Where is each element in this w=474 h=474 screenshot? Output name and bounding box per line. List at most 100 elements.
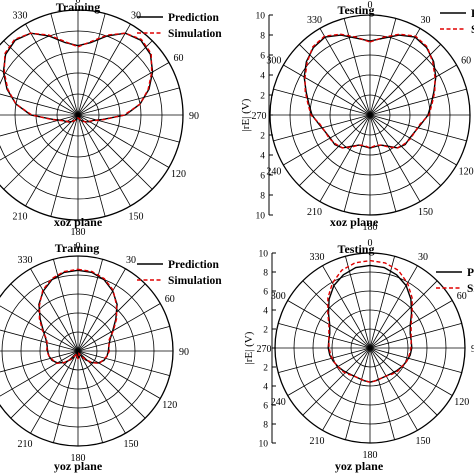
radial-tick-label: 2 [263, 364, 268, 374]
grid-spoke [77, 283, 146, 352]
grid-spoke [369, 44, 441, 116]
grid-spoke [299, 44, 371, 116]
y-axis-label: |rE| (V) [243, 331, 255, 364]
grid-spoke [369, 347, 395, 440]
polar-chart-2: 0306090120150180210240270300330108642246… [240, 0, 474, 233]
grid-spoke [369, 28, 421, 116]
radial-tick-label: 6 [260, 52, 265, 62]
radial-axis: 10 8 6 4 2 2 4 6 8 10 |rE| (V) [240, 12, 273, 222]
angle-tick-label: 60 [165, 294, 175, 305]
grid-spoke [0, 93, 79, 116]
legend-label: Simulation [471, 24, 474, 36]
grid-spoke [77, 40, 153, 116]
angle-tick-label: 0 [368, 238, 373, 249]
grid-spoke [278, 347, 371, 373]
grid-spoke [25, 114, 79, 207]
radial-tick-label: 4 [260, 72, 265, 82]
angle-tick-label: 120 [162, 400, 177, 411]
grid-spoke [369, 18, 397, 116]
grid-spoke [77, 13, 106, 116]
grid-spoke [0, 305, 79, 352]
grid-spoke [0, 329, 79, 352]
grid-spoke [53, 350, 79, 443]
angle-tick-labels: 0306090120150180210240270300330 [257, 238, 474, 461]
angle-tick-label: 210 [13, 211, 28, 222]
grid-spoke [50, 13, 79, 116]
angle-tick-label: 180 [71, 453, 86, 464]
grid-spoke [3, 40, 79, 116]
grid-spoke [273, 88, 371, 116]
angle-tick-label: 150 [418, 207, 433, 218]
grid-spoke [77, 87, 180, 116]
grid-spoke [369, 347, 462, 373]
angle-tick-labels: 0306090120150180210240270300330 [13, 0, 200, 238]
radial-tick-label: 8 [263, 421, 268, 431]
grid-spoke [369, 114, 421, 202]
grid-spoke [369, 114, 457, 166]
angle-tick-label: 30 [126, 255, 136, 266]
grid-spoke [77, 350, 103, 443]
grid-spoke [322, 347, 371, 431]
angle-tick-label: 300 [266, 56, 281, 67]
angle-tick-label: 90 [189, 111, 199, 122]
angle-tick-label: 60 [173, 53, 183, 64]
angle-tick-label: 30 [131, 11, 141, 22]
chart-title: Testing [338, 3, 375, 17]
angle-tick-label: 60 [461, 56, 471, 67]
angle-tick-label: 150 [124, 439, 139, 450]
legend-label: Prediction [168, 259, 219, 271]
grid-spoke [77, 114, 131, 207]
chart-title: Testing [338, 242, 375, 256]
grid-spoke [369, 114, 397, 212]
angle-tick-label: 0 [76, 241, 81, 252]
grid-spoke [77, 114, 170, 168]
legend: Prediction Simulation [137, 259, 222, 287]
angle-tick-label: 240 [271, 397, 286, 408]
radial-tick-label: 10 [259, 250, 269, 260]
series-group [303, 33, 437, 149]
grid-spoke [77, 268, 126, 352]
angle-tick-label: 270 [257, 344, 272, 355]
grid-spokes [270, 15, 470, 215]
radial-tick-label: 10 [256, 12, 266, 22]
legend: Prediction Simulation [137, 12, 222, 40]
legend-label: Prediction [168, 12, 219, 24]
grid-spoke [77, 114, 153, 190]
legend: Prediction Simulation [440, 8, 474, 36]
grid-spoke [77, 350, 161, 399]
radial-tick-label: 10 [259, 440, 269, 450]
plane-label: yoz plane [54, 459, 103, 473]
plane-label: yoz plane [335, 459, 384, 473]
grid-spoke [345, 347, 371, 440]
angle-tick-label: 150 [129, 211, 144, 222]
angle-tick-label: 210 [18, 439, 33, 450]
radial-tick-label: 2 [260, 132, 265, 142]
polar-chart-3: 0306090120150180210240270300330Trainingy… [0, 241, 222, 473]
grid-spoke [77, 303, 161, 352]
series-line-prediction [303, 34, 437, 149]
grid-spoke [0, 350, 79, 397]
y-axis-label: |rE| (V) [240, 98, 252, 131]
plane-label: xoz plane [330, 215, 379, 229]
legend: Prediction Simulation [436, 267, 474, 295]
grid-spoke [287, 347, 371, 396]
series-line-simulation [3, 32, 153, 124]
grid-spoke [302, 280, 371, 349]
angle-tick-label: 240 [266, 167, 281, 178]
angle-tick-label: 180 [71, 227, 86, 238]
radial-tick-label: 4 [263, 307, 268, 317]
grid-spoke [283, 64, 371, 116]
grid-spoke [369, 347, 418, 431]
series-line-simulation [327, 259, 413, 383]
grid-spoke [278, 323, 371, 349]
grid-spokes [275, 253, 465, 443]
grid-spoke [77, 259, 103, 352]
series-group [38, 268, 118, 365]
radial-tick-label: 2 [260, 92, 265, 102]
series-line-simulation [304, 33, 436, 149]
grid-spoke [0, 69, 79, 116]
polar-chart-4: 0 30 60 90 120 150 180 210 240 270 300 330 10 8 6 4 2 2 4 6… [243, 238, 474, 473]
radial-axis: 10 8 6 4 2 2 4 6 8 10 |rE| (V) [243, 250, 276, 450]
grid-spoke [369, 347, 438, 416]
